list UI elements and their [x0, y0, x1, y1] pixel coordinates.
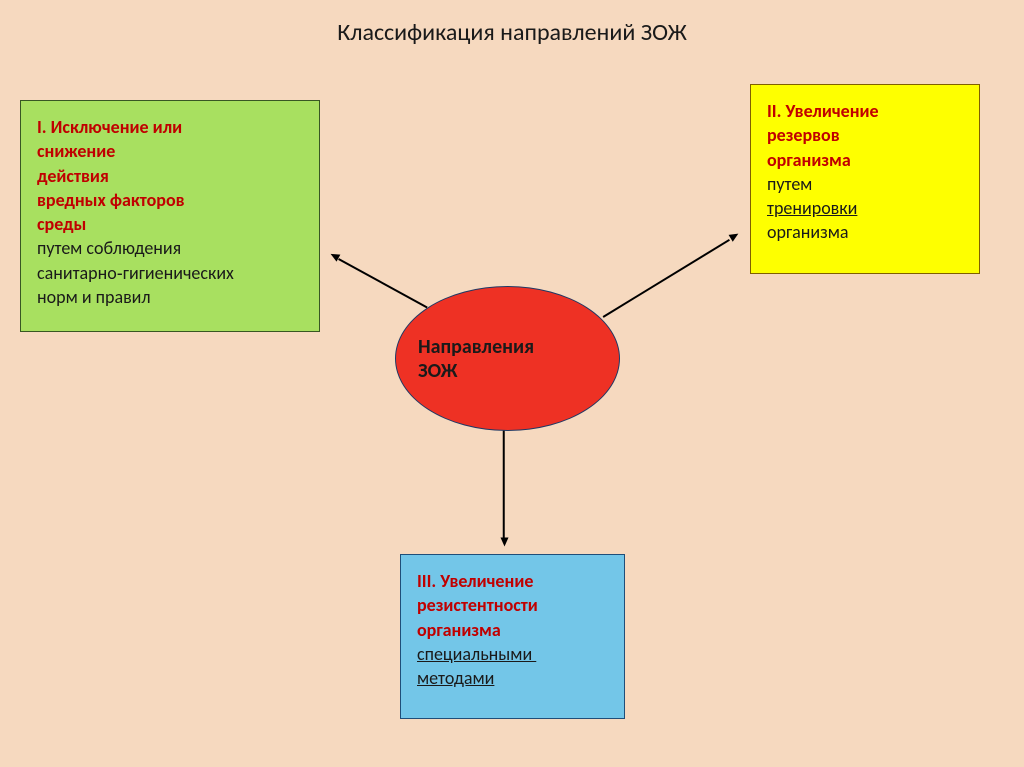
box-heading: II. Увеличениерезервоворганизма — [767, 99, 963, 172]
arrow-line-a2 — [603, 239, 730, 317]
box-body: специальными методами — [417, 642, 608, 691]
arrow-line-a3 — [503, 431, 505, 538]
center-node-label: НаправленияЗОЖ — [418, 335, 534, 383]
diagram-box-box1: I. Исключение илиснижениедействиявредных… — [20, 100, 320, 332]
box-heading: III. Увеличениерезистентностиорганизма — [417, 569, 608, 642]
diagram-title: Классификация направлений ЗОЖ — [0, 18, 1024, 47]
center-node: НаправленияЗОЖ — [395, 286, 620, 431]
box-body: путемтренировкиорганизма — [767, 172, 963, 245]
box-body: путем соблюдениясанитарно‑гигиеническихн… — [37, 236, 303, 309]
arrow-line-a1 — [338, 259, 427, 309]
box-heading: I. Исключение илиснижениедействиявредных… — [37, 115, 303, 236]
arrow-head-a3 — [500, 537, 508, 546]
diagram-box-box2: II. Увеличениерезервоворганизмапутемтрен… — [750, 84, 980, 274]
diagram-canvas: Классификация направлений ЗОЖ Направлени… — [0, 0, 1024, 767]
diagram-box-box3: III. Увеличениерезистентностиорганизмасп… — [400, 554, 625, 719]
